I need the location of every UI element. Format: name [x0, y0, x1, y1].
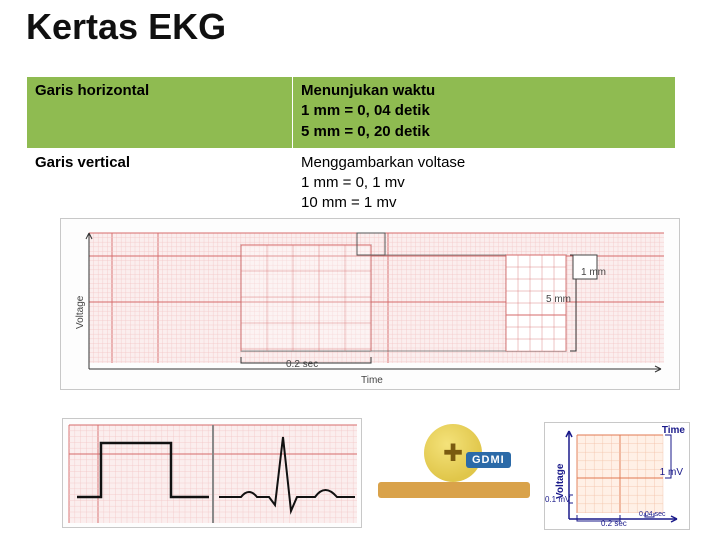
logo-text: GDMI	[466, 452, 511, 468]
ekg-waveform-svg	[63, 419, 363, 529]
desc-line: 10 mm = 1 mv	[301, 194, 396, 211]
gdmi-logo: ✚ GDMI	[374, 424, 534, 514]
x-axis-label: Time	[361, 375, 383, 386]
label-0.04sec: 0.04 sec	[639, 511, 665, 518]
logo-ribbon	[378, 482, 530, 498]
ekg-paper-svg	[61, 219, 681, 391]
table-row-vertical: Garis vertical Menggambarkan voltase 1 m…	[27, 148, 676, 220]
big-box-time-label: 0.2 sec	[286, 359, 318, 370]
y-axis-label: Voltage	[555, 464, 566, 499]
cell-horizontal-label: Garis horizontal	[27, 77, 293, 149]
desc-line: Menggambarkan voltase	[301, 154, 465, 171]
ekg-paper-diagram: Voltage Time 0.2 sec 5 mm 1 mm	[60, 218, 680, 390]
y-axis-label: Voltage	[75, 296, 86, 329]
callout-1mm: 1 mm	[581, 267, 606, 278]
callout-5mm: 5 mm	[546, 294, 571, 305]
ekg-scale-diagram: Time Voltage 1 mV 0.1 mV 0.2 sec 0.04 se…	[544, 422, 690, 530]
desc-line: 1 mm = 0, 1 mv	[301, 174, 405, 191]
page-title: Kertas EKG	[26, 6, 226, 48]
desc-line: 1 mm = 0, 04 detik	[301, 102, 430, 119]
cell-vertical-desc: Menggambarkan voltase 1 mm = 0, 1 mv 10 …	[293, 148, 676, 220]
x-axis-label: Time	[662, 425, 685, 436]
ekg-waveform-diagram	[62, 418, 362, 528]
label-0.1mv: 0.1 mV	[545, 495, 570, 504]
desc-line: Menunjukan waktu	[301, 82, 435, 99]
label-0.2sec: 0.2 sec	[601, 519, 627, 528]
cell-horizontal-desc: Menunjukan waktu 1 mm = 0, 04 detik 5 mm…	[293, 77, 676, 149]
cell-vertical-label: Garis vertical	[27, 148, 293, 220]
desc-line: 5 mm = 0, 20 detik	[301, 123, 430, 140]
ekg-paper-table: Garis horizontal Menunjukan waktu 1 mm =…	[26, 76, 676, 221]
table-row-horizontal: Garis horizontal Menunjukan waktu 1 mm =…	[27, 77, 676, 149]
label-1mv: 1 mV	[660, 467, 683, 478]
